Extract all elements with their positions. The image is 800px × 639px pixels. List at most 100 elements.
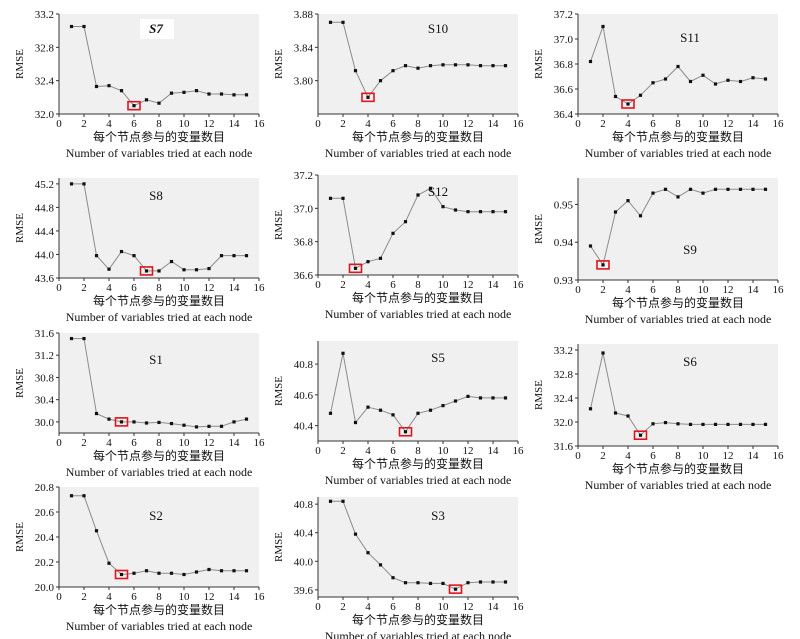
x-tick-label: 16 xyxy=(773,118,785,130)
y-tick-label: 45.2 xyxy=(35,179,54,191)
chart-panel-s1: 0 2 4 6 8 10 12 14 16 30.0 30.4 30.8 31.2 31.6 RMSE 每个节… xyxy=(14,328,265,479)
y-tick-label: 31.2 xyxy=(35,350,54,362)
data-point xyxy=(416,66,420,70)
x-axis-label-en: Number of variables tried at each node xyxy=(585,312,772,326)
x-tick-label: 12 xyxy=(204,437,215,449)
data-point xyxy=(751,422,755,426)
x-tick-label: 14 xyxy=(748,450,760,462)
x-tick-label: 2 xyxy=(340,118,346,130)
data-point xyxy=(107,561,111,565)
data-point xyxy=(182,423,186,427)
data-point xyxy=(441,205,445,209)
x-tick-label: 2 xyxy=(340,279,346,291)
data-point xyxy=(244,93,249,97)
x-axis-label-en: Number of variables tried at each node xyxy=(66,619,253,633)
data-point xyxy=(219,254,224,258)
y-tick-label: 44.8 xyxy=(35,202,55,214)
data-point xyxy=(341,20,345,24)
data-point xyxy=(353,69,358,73)
y-tick-label: 20.2 xyxy=(35,557,54,569)
highlight-box xyxy=(139,266,154,276)
data-point xyxy=(613,411,618,415)
highlight-box xyxy=(448,584,463,594)
x-tick-label: 12 xyxy=(463,118,474,130)
y-tick-label: 40.8 xyxy=(294,359,314,371)
chart-title: S9 xyxy=(683,242,697,257)
data-point xyxy=(182,90,186,94)
data-point xyxy=(353,532,358,536)
data-point xyxy=(194,89,199,93)
data-point xyxy=(713,422,718,426)
chart-title: S8 xyxy=(149,188,163,203)
data-point xyxy=(763,422,768,426)
x-tick-label: 4 xyxy=(625,118,631,130)
y-tick-label: 3.84 xyxy=(294,42,314,54)
y-axis-label: RMSE xyxy=(533,214,545,244)
x-tick-label: 0 xyxy=(315,445,321,457)
x-tick-label: 10 xyxy=(438,445,450,457)
data-point xyxy=(701,73,705,77)
data-point xyxy=(219,424,224,428)
x-tick-label: 14 xyxy=(229,591,241,603)
data-point xyxy=(144,569,149,573)
data-point xyxy=(441,581,445,586)
data-point xyxy=(194,425,199,429)
y-tick-label: 32.0 xyxy=(554,417,574,429)
data-point xyxy=(119,249,124,254)
chart-panel-s2: 0 2 4 6 8 10 12 14 16 20.0 20.2 20.4 20.6 20.8 RMSE 每个节… xyxy=(14,482,265,633)
x-tick-label: 10 xyxy=(438,118,450,130)
x-tick-label: 8 xyxy=(675,284,681,296)
y-tick-label: 32.4 xyxy=(35,76,55,88)
data-point xyxy=(626,414,630,418)
data-point xyxy=(328,411,333,415)
x-tick-label: 10 xyxy=(438,601,450,613)
x-tick-label: 14 xyxy=(488,445,500,457)
y-tick-label: 33.2 xyxy=(554,345,573,357)
data-point xyxy=(478,396,483,400)
data-point xyxy=(466,210,470,214)
data-point xyxy=(69,24,74,29)
x-tick-label: 0 xyxy=(315,118,321,130)
x-tick-label: 12 xyxy=(723,284,734,296)
highlight-box xyxy=(114,569,129,580)
x-tick-label: 8 xyxy=(415,118,421,130)
data-point xyxy=(207,266,211,271)
chart-panel-s11: 0 2 4 6 8 10 12 14 16 36.4 36.6 36.8 37.0 37.2 RMSE 每个节… xyxy=(533,9,784,160)
y-tick-label: 3.88 xyxy=(294,9,314,21)
data-point xyxy=(353,266,358,270)
x-tick-label: 2 xyxy=(600,118,606,130)
x-tick-label: 2 xyxy=(600,450,606,462)
data-point xyxy=(763,187,768,191)
chart-title: S5 xyxy=(431,350,445,365)
x-tick-label: 12 xyxy=(723,118,734,130)
data-point xyxy=(638,93,643,97)
data-point xyxy=(601,351,605,355)
x-tick-label: 6 xyxy=(131,118,137,130)
x-tick-label: 4 xyxy=(625,450,631,462)
y-tick-label: 36.6 xyxy=(554,84,574,96)
x-tick-label: 0 xyxy=(56,282,62,294)
x-tick-label: 6 xyxy=(390,601,396,613)
plot-area xyxy=(59,178,259,278)
x-tick-label: 4 xyxy=(106,437,112,449)
data-point xyxy=(613,210,618,214)
data-point xyxy=(601,24,605,29)
x-tick-label: 8 xyxy=(156,591,162,603)
x-tick-label: 2 xyxy=(340,601,346,613)
data-point xyxy=(651,422,655,426)
data-point xyxy=(478,64,483,68)
data-point xyxy=(69,494,74,498)
x-tick-label: 8 xyxy=(675,118,681,130)
y-axis-label: RMSE xyxy=(273,532,285,562)
x-tick-label: 6 xyxy=(650,118,656,130)
data-point xyxy=(403,220,408,224)
x-tick-label: 16 xyxy=(513,445,525,457)
data-point xyxy=(713,187,718,191)
y-tick-label: 37.0 xyxy=(554,34,574,46)
data-point xyxy=(219,92,224,96)
data-point xyxy=(94,529,99,533)
data-point xyxy=(466,394,470,398)
y-tick-label: 37.2 xyxy=(554,9,573,21)
y-tick-label: 36.8 xyxy=(294,237,314,249)
